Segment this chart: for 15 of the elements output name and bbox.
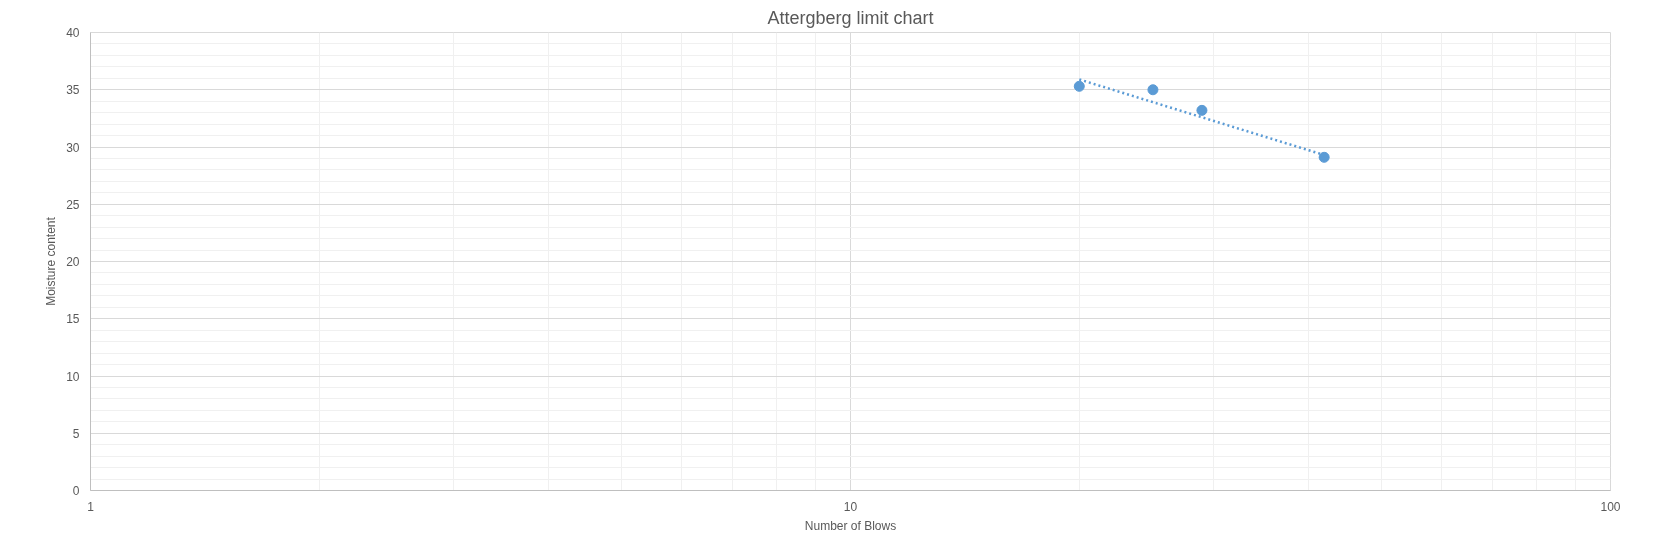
y-tick-label: 30 [66, 140, 80, 155]
y-tick-label: 15 [66, 312, 80, 327]
x-axis-title: Number of Blows [804, 518, 897, 533]
y-axis-title: Moisture content [44, 216, 59, 306]
x-tick-label: 1 [87, 499, 95, 514]
x-tick-label: 100 [1600, 499, 1621, 514]
y-tick-label: 20 [66, 255, 80, 269]
y-tick-label: 25 [66, 197, 80, 212]
x-tick-label: 10 [843, 499, 858, 514]
y-tick-label: 10 [66, 369, 80, 384]
chart-title: Attergberg limit chart [767, 7, 934, 28]
y-tick-label: 35 [66, 83, 80, 98]
y-tick-label: 5 [72, 426, 80, 441]
y-tick-label: 0 [72, 484, 80, 498]
y-tick-label: 40 [66, 26, 80, 40]
